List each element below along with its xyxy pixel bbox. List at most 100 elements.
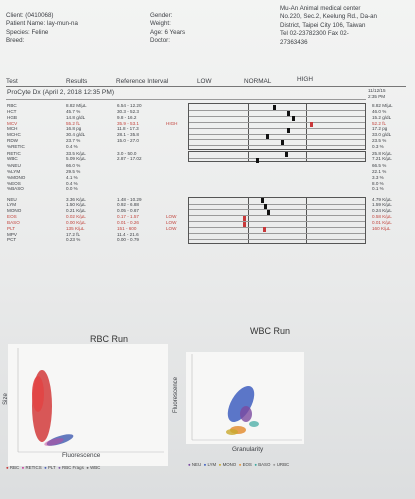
right-column-value: 66.5 %: [372, 163, 387, 168]
weight-label: Weight:: [150, 20, 171, 28]
right-column-value: 0.24 K/µL: [372, 208, 392, 214]
wbc-legend: ● NEU ● LYM ● MONO ● EOS ● BASO ● URBC: [188, 462, 290, 467]
reference-interval: 3.0 - 50.0: [117, 150, 137, 156]
test-name: EOS: [7, 214, 17, 220]
right-column-value: 46.0 %: [372, 108, 387, 114]
range-divider: [306, 197, 308, 243]
right-column-value: 22.1 %: [372, 168, 387, 174]
range-row-line: [189, 127, 365, 129]
right-column-value: 52.2 fL: [372, 120, 387, 126]
result-value: 0.02 K/µL: [66, 214, 86, 220]
patient-name: lay-mun-na: [46, 20, 78, 28]
result-value: 0.4 %: [66, 143, 78, 149]
test-name: RDW: [7, 138, 18, 144]
right-column-value: 0.1 %: [372, 186, 384, 192]
right-column-value: 15.2 g/dL: [372, 114, 392, 120]
test-name: %LYM: [7, 168, 21, 174]
client-label: Client:: [6, 12, 24, 19]
result-level-marker: [263, 204, 267, 210]
test-name: HGB: [7, 114, 17, 120]
wbc-x-axis-label: Granularity: [232, 446, 264, 453]
neu-population-cluster: [240, 406, 252, 422]
reference-interval: 6.54 - 12.20: [117, 103, 142, 108]
client-id: (0410068): [25, 12, 54, 19]
result-value: 1.50 K/µL: [66, 202, 86, 208]
range-row-line: [189, 133, 365, 135]
result-value: 17.2 fL: [66, 231, 81, 237]
result-flag: LOW: [166, 225, 177, 231]
reference-interval: 0.17 - 1.57: [117, 214, 139, 220]
test-name: HCT: [7, 108, 17, 114]
reference-interval: 30.3 - 52.3: [117, 108, 139, 114]
right-column-value: 33.0 g/dL: [372, 132, 392, 138]
right-column-value: 3.3 %: [372, 174, 384, 180]
breed-label: Breed:: [6, 37, 25, 45]
column-header-normal: NORMAL: [244, 78, 272, 85]
result-level-marker: [287, 128, 291, 134]
test-name: MONO: [7, 208, 22, 214]
result-level-marker: [309, 122, 313, 128]
range-plot-box: [188, 150, 366, 164]
result-flag: HIGH: [166, 120, 178, 126]
result-flag: LOW: [166, 219, 177, 225]
range-row-line: [189, 139, 365, 141]
result-value: 30.4 g/dL: [66, 132, 86, 138]
range-row-line: [189, 232, 365, 234]
result-value: 55.2 fL: [66, 120, 81, 126]
result-value: 66.0 %: [66, 163, 81, 168]
patient-details: Gender: Weight: Age: 6 Years Doctor:: [150, 12, 185, 46]
right-column-value: 0.01 K/µL: [372, 219, 392, 225]
mono-population-cluster: [226, 429, 238, 435]
result-level-marker: [285, 152, 288, 158]
range-row-line: [189, 110, 365, 112]
reference-interval: 9.8 - 16.2: [117, 114, 137, 120]
run-divider: [6, 99, 366, 100]
rbc-x-axis-label: Fluorescence: [62, 452, 101, 459]
test-name: MCH: [7, 126, 18, 132]
result-value: 135 K/µL: [66, 225, 85, 231]
reference-interval: 28.1 - 35.8: [117, 132, 139, 138]
patient-name-label: Patient Name:: [6, 20, 46, 28]
range-divider: [247, 197, 249, 243]
rbc-plot-background: [8, 344, 168, 466]
right-column-value: 17.2 pg: [372, 126, 388, 132]
range-row-line: [189, 203, 365, 205]
range-row-line: [189, 227, 365, 229]
result-level-marker: [260, 198, 264, 204]
result-level-marker: [255, 158, 259, 164]
retic-population-cluster: [44, 438, 64, 446]
wbc-run-title: WBC Run: [250, 326, 291, 336]
range-divider: [247, 151, 249, 162]
right-column-value: 0.58 K/µL: [372, 214, 392, 220]
result-value: 4.1 %: [66, 174, 78, 180]
result-value: 0.00 K/µL: [66, 219, 86, 225]
gender-label: Gender:: [150, 12, 173, 19]
report-date: 11/12/15: [368, 88, 386, 93]
range-row-line: [189, 157, 365, 159]
test-name: BASO: [7, 219, 20, 225]
test-name: %MONO: [7, 174, 26, 180]
rbc-scattergram: [8, 344, 168, 466]
result-level-marker: [287, 110, 291, 116]
result-level-marker: [281, 139, 285, 145]
test-name: RBC: [7, 103, 17, 108]
test-name: WBC: [7, 156, 18, 162]
right-column-value: 1.59 K/µL: [372, 202, 392, 208]
reference-interval: 35.9 - 53.1: [117, 120, 139, 126]
baso-population-cluster: [249, 421, 259, 427]
reference-interval: 0.92 - 6.88: [117, 202, 139, 208]
rbc-legend: ● RBC ● RETICS ● PLT ● RBC Frags ● WBC: [6, 465, 101, 470]
right-column-value: 4.79 K/µL: [372, 196, 392, 202]
test-name: MCV: [7, 120, 18, 126]
result-level-marker: [272, 104, 276, 110]
column-header-low: LOW: [197, 78, 212, 85]
age-value: 6 Years: [164, 28, 186, 36]
range-row-line: [189, 115, 365, 117]
reference-interval: 11.8 - 17.3: [117, 126, 139, 132]
test-name: LYM: [7, 202, 17, 208]
run-header: ProCyte Dx (April 2, 2018 12:35 PM): [7, 89, 115, 96]
result-value: 0.4 %: [66, 180, 78, 186]
test-name: %RETIC: [7, 143, 25, 149]
result-value: 0.21 K/µL: [66, 208, 86, 214]
right-column-value: 8.82 M/µL: [372, 103, 393, 108]
